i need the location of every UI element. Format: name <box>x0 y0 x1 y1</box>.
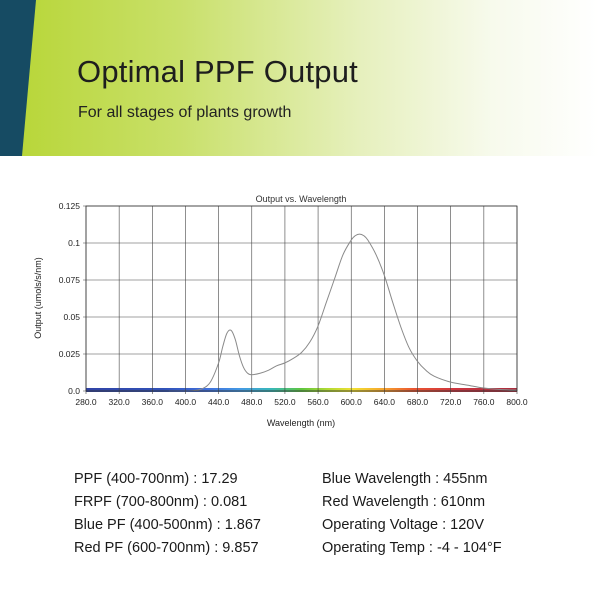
plot-frame <box>85 205 518 392</box>
page-title: Optimal PPF Output <box>77 54 358 89</box>
spectrum-bar <box>86 388 517 392</box>
output-curve <box>168 233 518 392</box>
x-tick-label: 280.0 <box>75 397 97 407</box>
specs-left: PPF (400-700nm) : 17.29 FRPF (700-800nm)… <box>74 468 261 560</box>
spec-blue-pf: Blue PF (400-500nm) : 1.867 <box>74 517 261 533</box>
spec-ppf: PPF (400-700nm) : 17.29 <box>74 471 238 487</box>
y-axis-label: Output (umols/s/nm) <box>33 257 43 339</box>
y-tick-label: 0.0 <box>68 386 80 396</box>
chart-grid <box>83 205 518 394</box>
x-tick-label: 360.0 <box>142 397 164 407</box>
spec-red-wavelength: Red Wavelength : 610nm <box>322 494 486 510</box>
x-tick-label: 480.0 <box>241 397 263 407</box>
spec-blue-wavelength: Blue Wavelength : 455nm <box>322 471 488 487</box>
x-tick-label: 400.0 <box>175 397 197 407</box>
page-subtitle: For all stages of plants growth <box>78 104 292 121</box>
x-tick-label: 320.0 <box>109 397 131 407</box>
x-tick-label: 760.0 <box>473 397 495 407</box>
y-tick-label: 0.075 <box>59 275 81 285</box>
spec-operating-voltage: Operating Voltage : 120V <box>322 517 485 533</box>
y-tick-label: 0.1 <box>68 238 80 248</box>
x-tick-label: 440.0 <box>208 397 230 407</box>
x-tick-label: 680.0 <box>407 397 429 407</box>
y-tick-label: 0.025 <box>59 349 81 359</box>
spec-red-pf: Red PF (600-700nm) : 9.857 <box>74 540 259 556</box>
spec-frpf: FRPF (700-800nm) : 0.081 <box>74 494 248 510</box>
y-tick-label: 0.05 <box>63 312 80 322</box>
output-wavelength-chart: Output vs. Wavelength 280.0 320.0 360.0 400… <box>33 194 528 428</box>
x-tick-label: 800.0 <box>506 397 528 407</box>
specs-right: Blue Wavelength : 455nm Red Wavelength :… <box>322 468 502 560</box>
x-tick-label: 600.0 <box>341 397 363 407</box>
x-tick-labels: 280.0 320.0 360.0 400.0 440.0 480.0 520.0 560.0… <box>75 397 528 407</box>
y-tick-label: 0.125 <box>59 201 81 211</box>
x-axis-label: Wavelength (nm) <box>267 418 335 428</box>
x-tick-label: 640.0 <box>374 397 396 407</box>
x-tick-label: 520.0 <box>274 397 296 407</box>
x-tick-label: 720.0 <box>440 397 462 407</box>
x-tick-label: 560.0 <box>307 397 329 407</box>
chart-title: Output vs. Wavelength <box>256 194 347 204</box>
header-banner <box>0 0 600 156</box>
banner-stripe <box>0 0 36 156</box>
spec-operating-temp: Operating Temp : -4 - 104°F <box>322 540 502 556</box>
y-tick-labels: 0.0 0.025 0.05 0.075 0.1 0.125 <box>59 201 81 396</box>
